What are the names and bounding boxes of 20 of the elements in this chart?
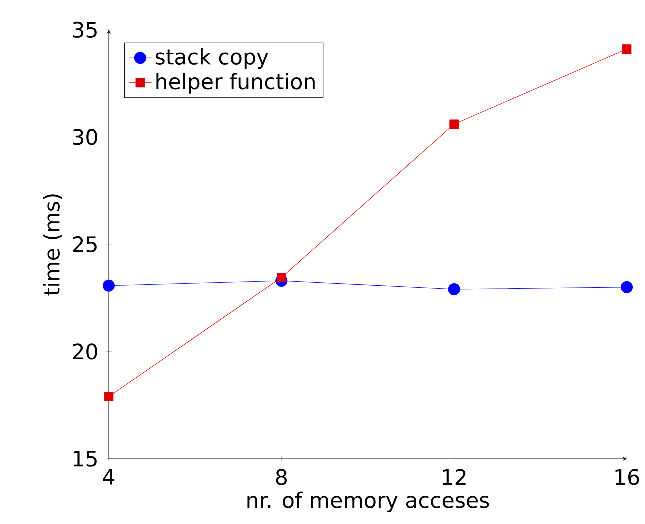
x-tick-label: 4 bbox=[103, 469, 115, 485]
x-tick-label: 12 bbox=[443, 469, 466, 486]
point bbox=[450, 120, 460, 130]
x-tick-label: 16 bbox=[616, 469, 640, 486]
point bbox=[104, 392, 114, 402]
y-tick-label: 20 bbox=[73, 344, 98, 360]
legend-label: stack copy bbox=[156, 48, 268, 70]
y-tick-label: 30 bbox=[73, 129, 98, 146]
point bbox=[276, 273, 286, 282]
y-tick-label: 25 bbox=[73, 236, 97, 253]
point bbox=[448, 284, 460, 296]
y-axis-title: time (ms) bbox=[43, 194, 62, 296]
x-axis-title: nr. of memory acceses bbox=[248, 492, 490, 512]
point bbox=[622, 44, 632, 54]
x-tick-label: 8 bbox=[276, 469, 287, 486]
point bbox=[102, 280, 115, 292]
legend-label: helper function bbox=[156, 73, 315, 94]
point bbox=[621, 281, 634, 294]
y-tick-label: 35 bbox=[73, 22, 97, 38]
y-tick-label: 15 bbox=[74, 451, 97, 467]
